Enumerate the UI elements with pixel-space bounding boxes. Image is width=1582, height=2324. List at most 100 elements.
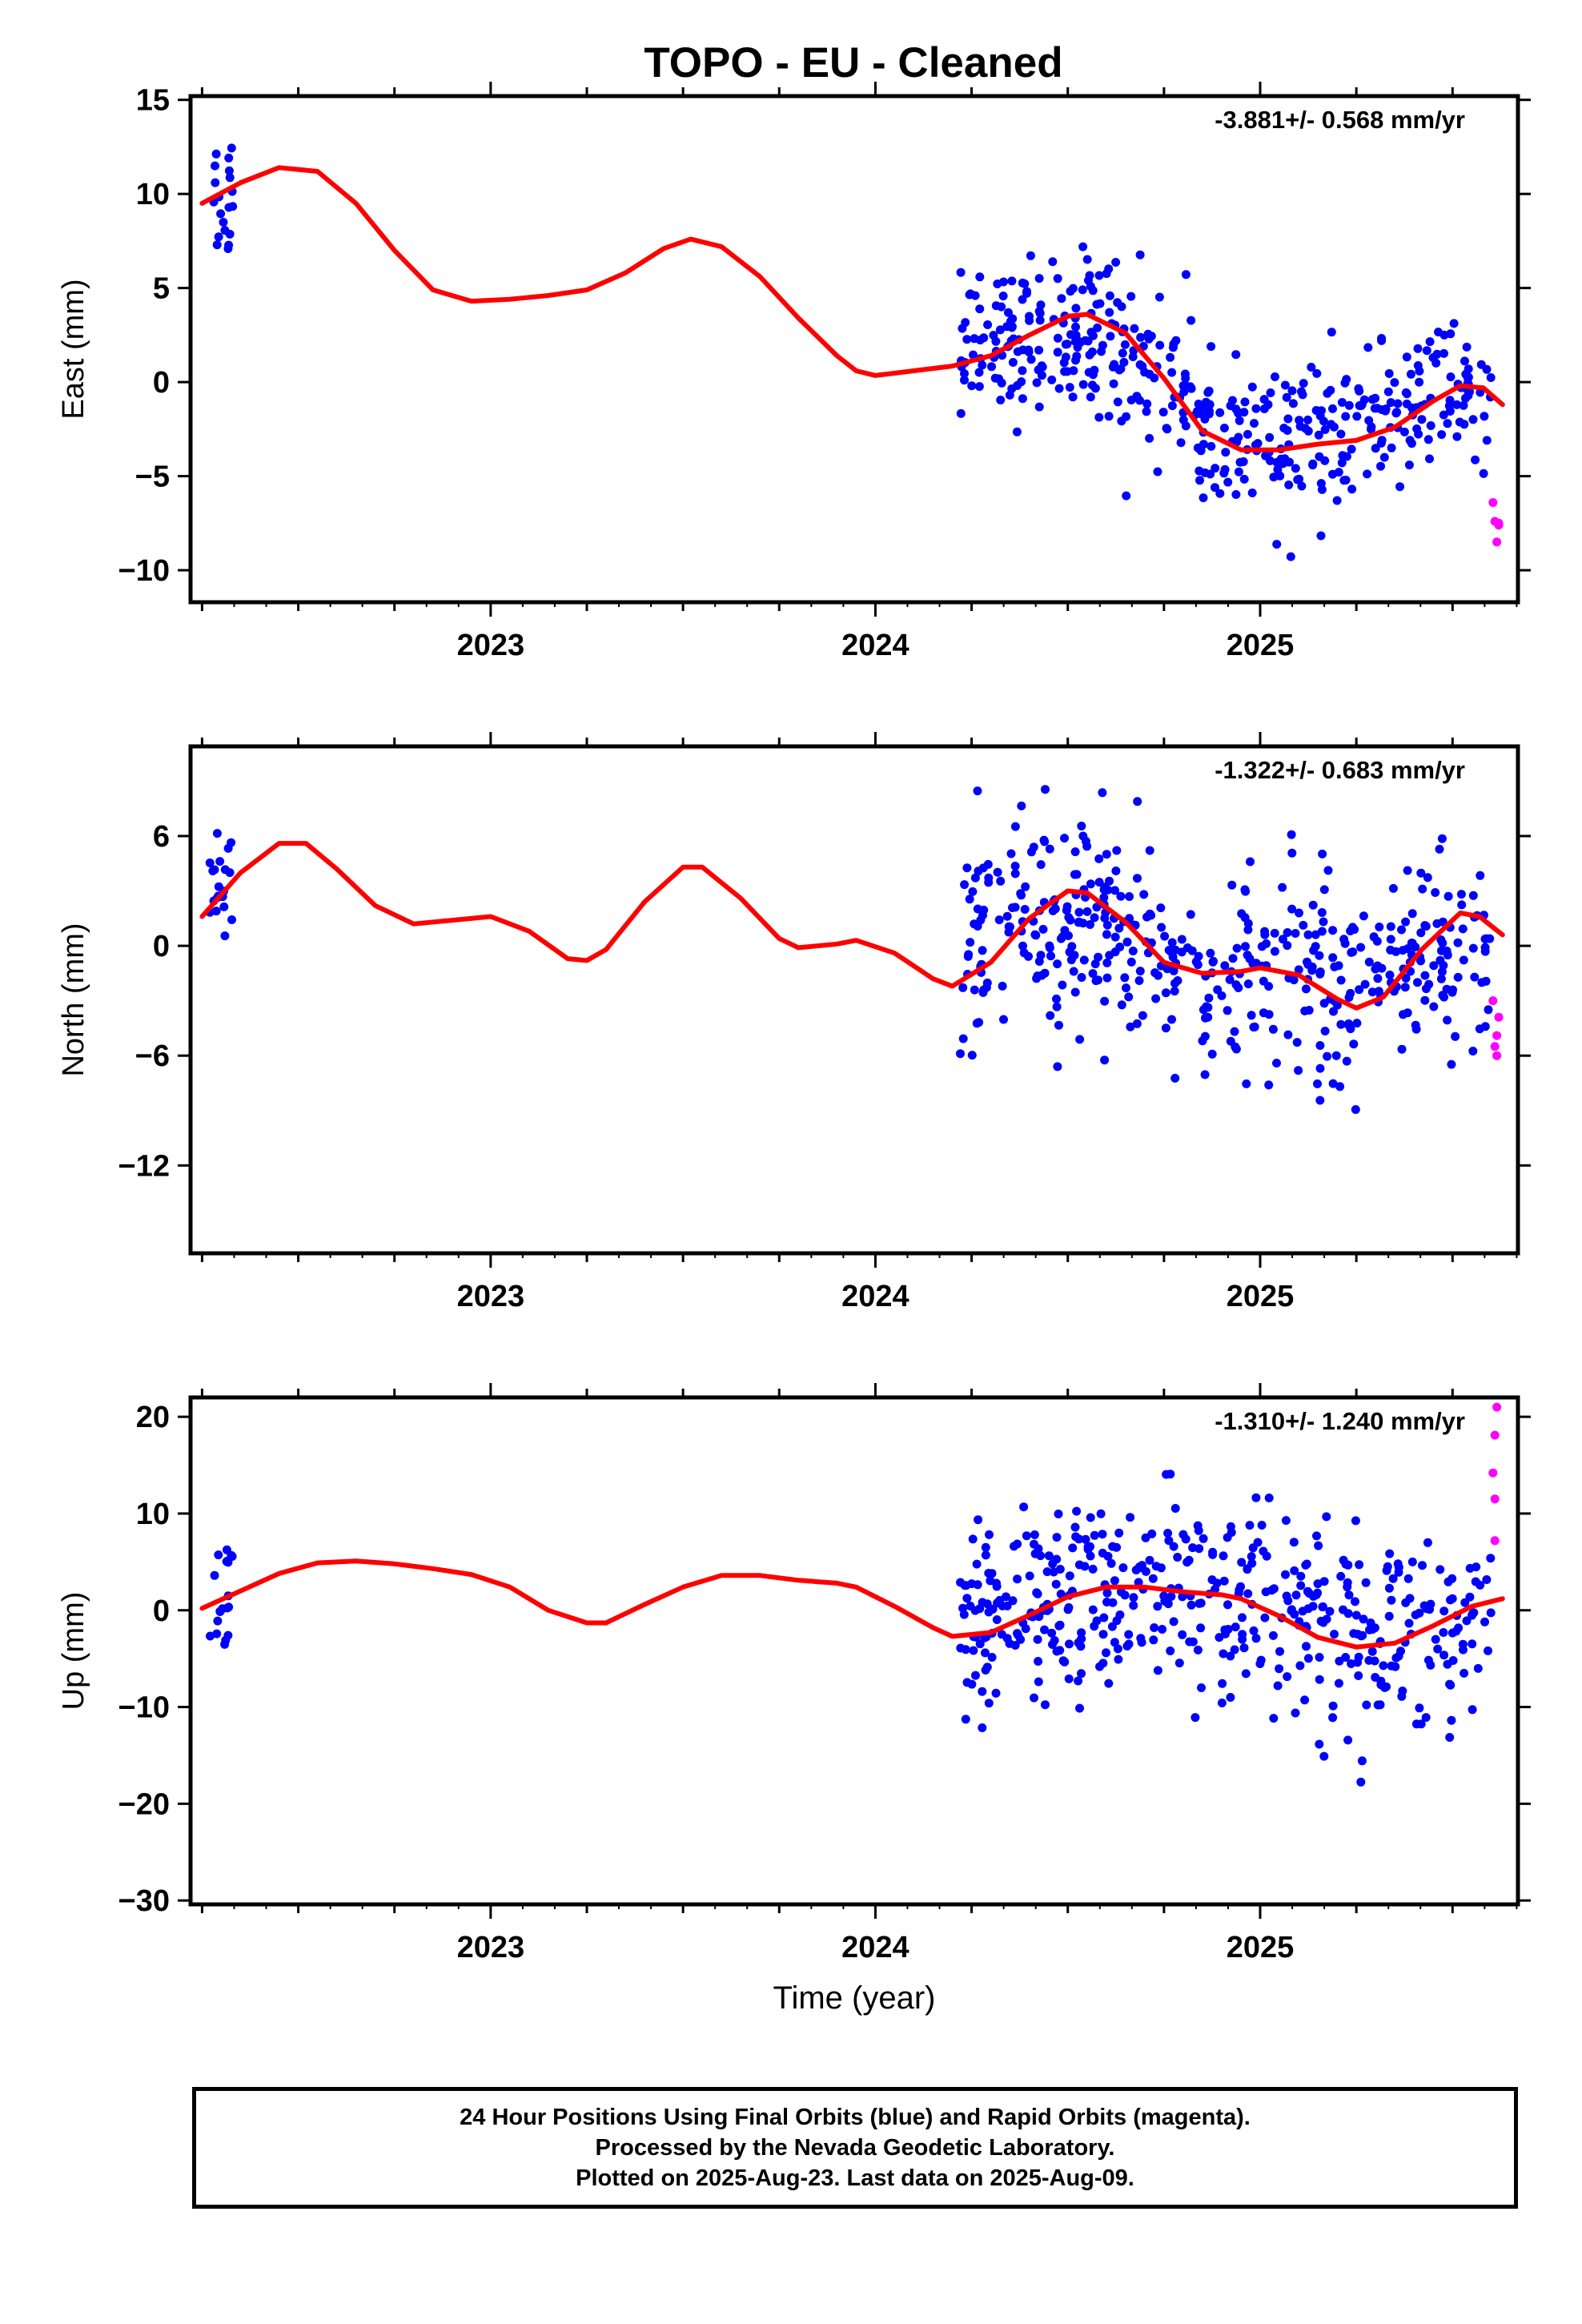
final-point [1309,946,1319,955]
final-point [1272,1059,1281,1068]
final-point [1086,1513,1095,1522]
final-point [1207,441,1216,451]
final-point [1034,365,1043,375]
final-point [1230,1645,1239,1655]
final-point [215,857,225,866]
final-point [1191,1713,1200,1723]
final-point [1397,1044,1407,1054]
final-point [1017,801,1026,810]
final-point [1047,1628,1057,1638]
caption-box: 24 Hour Positions Using Final Orbits (bl… [192,2087,1518,2209]
final-point [1102,1588,1112,1598]
final-point [1240,397,1250,407]
final-point [1154,292,1164,302]
final-point [1079,955,1089,965]
final-point [1071,304,1081,313]
final-point [1071,1532,1081,1542]
final-point [1442,947,1452,955]
final-point [1045,943,1054,953]
final-point [1351,1597,1359,1606]
final-point [1100,1055,1110,1065]
final-point [1041,1700,1050,1710]
final-point [1032,378,1042,388]
final-point [1166,352,1175,362]
final-point [1145,909,1154,919]
final-point [1386,922,1395,931]
final-point [1010,903,1020,912]
final-point [1460,420,1469,429]
final-point [1215,408,1225,417]
final-point [1040,968,1050,978]
final-point [1046,1011,1055,1020]
final-point [1352,412,1362,421]
final-point [212,240,222,250]
final-point [973,922,982,931]
final-point [1247,1011,1256,1020]
final-point [1025,1571,1034,1581]
final-point [1064,1674,1074,1683]
final-point [1106,1558,1116,1568]
final-point [1435,844,1444,854]
final-point [978,360,987,370]
final-point [1357,1756,1367,1766]
final-point [1067,942,1077,951]
final-point [1411,1020,1420,1030]
final-point [1096,1509,1106,1518]
final-point [1402,352,1411,362]
final-point [1072,870,1082,879]
final-point [1329,1007,1338,1016]
final-point [1180,369,1190,379]
final-point [1129,1601,1138,1610]
final-point [1053,1062,1062,1072]
final-point [972,1559,982,1569]
final-point [210,1570,219,1580]
final-point [1076,1642,1086,1651]
final-point [1372,936,1382,946]
final-point [1469,1608,1479,1618]
final-point [1308,460,1318,470]
final-point [1314,1541,1323,1550]
final-point [1275,1647,1284,1656]
final-point [1075,1035,1085,1044]
final-point [1382,1566,1391,1575]
final-point [1085,271,1094,280]
final-point [1325,1606,1335,1616]
final-point [992,1615,1002,1624]
final-point [1219,1551,1228,1561]
final-point [1403,1008,1412,1018]
final-point [1359,395,1369,404]
final-point [1082,842,1092,851]
final-point [1128,947,1138,955]
final-point [1472,1562,1481,1572]
final-point [1237,1558,1247,1567]
final-point [1184,1555,1194,1565]
final-point [1364,1655,1374,1665]
final-point [1356,1631,1366,1641]
final-point [981,1550,990,1560]
final-point [962,335,972,344]
final-point [966,938,975,947]
final-point [1291,1708,1300,1718]
final-point [1048,257,1058,267]
final-point [1126,957,1136,967]
final-point [1086,920,1094,929]
final-point [1167,368,1177,377]
final-point [1480,1617,1489,1626]
final-point [1439,410,1448,420]
final-point [1083,1545,1093,1554]
final-point [1227,1528,1236,1537]
final-point [1042,1567,1052,1577]
final-point [1223,477,1233,487]
x-ticks: 2023 2024 2025 [200,732,1518,1313]
final-point [1250,419,1259,428]
final-point [1094,854,1104,863]
final-point [1044,1551,1054,1561]
final-point [996,876,1006,886]
final-point [1322,1512,1331,1522]
final-point [1141,1533,1150,1542]
final-point [1418,1561,1427,1570]
final-point [1196,1598,1206,1608]
final-point [1146,332,1156,341]
rapid-orbit-points [1488,996,1504,1060]
final-point [1053,333,1062,343]
